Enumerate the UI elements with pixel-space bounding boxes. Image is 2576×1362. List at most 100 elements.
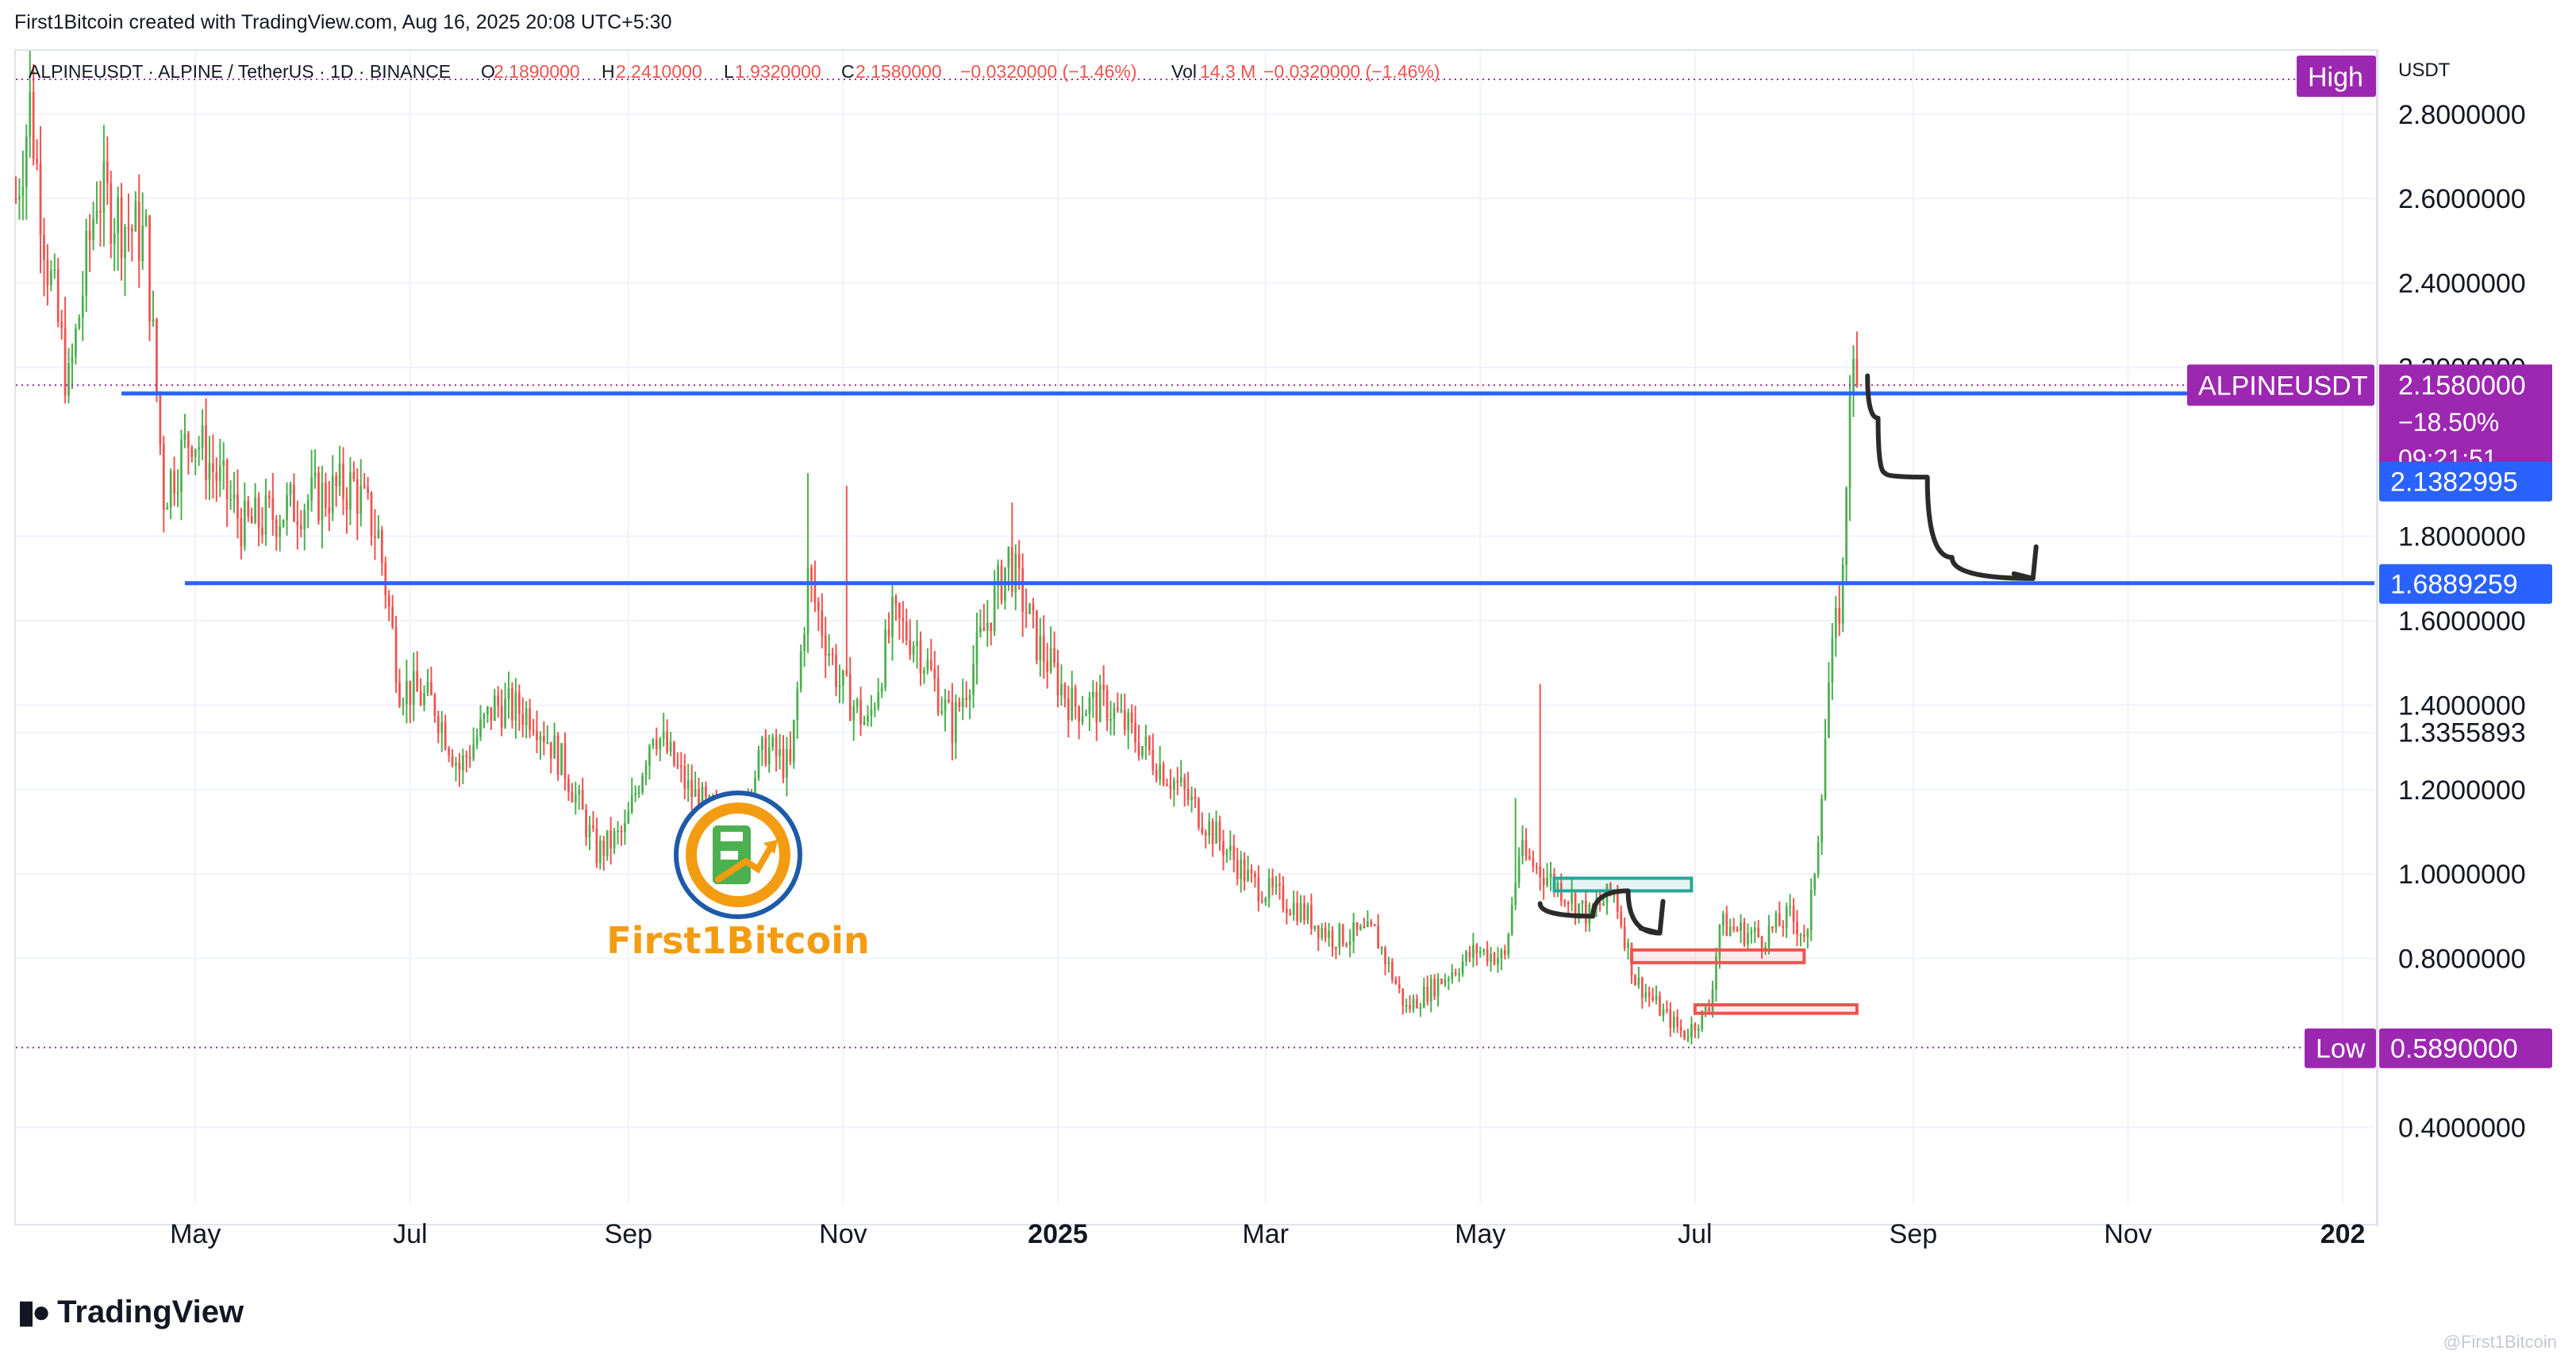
candle-body: [370, 492, 373, 537]
candle-body: [666, 731, 669, 752]
candle-body: [180, 440, 183, 492]
candle-body: [1201, 827, 1204, 833]
candle-body: [296, 521, 299, 525]
x-tick-label: Nov: [2104, 1219, 2151, 1249]
candle-body: [1398, 983, 1401, 989]
candle-body: [606, 830, 609, 856]
candle-body: [1176, 780, 1179, 783]
candle-body: [1475, 945, 1478, 954]
candle-body: [757, 749, 760, 779]
level-1-tag-bg: [2379, 461, 2552, 502]
candle-body: [1728, 926, 1732, 937]
candle-body: [1694, 1024, 1697, 1031]
candle-body: [166, 507, 169, 510]
candle-body: [75, 328, 77, 357]
candle-body: [652, 739, 655, 746]
candle-body: [1289, 913, 1292, 915]
annotation-zone: [1630, 948, 1806, 964]
candle-body: [419, 691, 422, 706]
candle-body: [571, 791, 574, 802]
candle-body: [1292, 902, 1295, 915]
candle-body: [1697, 1029, 1700, 1031]
candle-body: [786, 748, 788, 779]
candle-body: [581, 790, 584, 810]
legend-volume-change: −0.0320000 (−1.46%): [1263, 61, 1440, 82]
candle-body: [1571, 893, 1574, 904]
candle-body: [1634, 975, 1636, 986]
candle-body: [1134, 722, 1136, 743]
candle-body: [1620, 911, 1623, 926]
candle-body: [789, 748, 792, 762]
candle-body: [1363, 925, 1366, 928]
candle-body: [156, 319, 158, 394]
candle-body: [1732, 926, 1736, 929]
candle-body: [1838, 608, 1841, 624]
candle-body: [909, 640, 912, 655]
candle-body: [1778, 913, 1781, 926]
candle-body: [1067, 698, 1070, 720]
candle-body: [539, 736, 542, 741]
candle-body: [1585, 900, 1587, 924]
candle-body: [1123, 710, 1126, 730]
candle-body: [113, 233, 116, 244]
tradingview-logo[interactable]: ▮● TradingView: [17, 1294, 244, 1330]
y-tick-label: 1.2000000: [2398, 775, 2526, 806]
candle-body: [997, 565, 999, 587]
candle-body: [173, 471, 175, 494]
candle-body: [176, 491, 179, 494]
symbol-tag: ALPINEUSDT: [2198, 371, 2368, 402]
candle-body: [1686, 1037, 1690, 1039]
candle-body: [1796, 921, 1798, 935]
candle-body: [1799, 934, 1802, 937]
x-tick-label: Jul: [393, 1219, 427, 1249]
candle-body: [708, 795, 711, 798]
candle-body: [1039, 635, 1042, 661]
candle-body: [412, 671, 415, 706]
candle-body: [1218, 821, 1221, 841]
candle-body: [1521, 840, 1524, 856]
candle-body: [1451, 972, 1454, 979]
candle-body: [634, 793, 637, 795]
high-tag-bg: [2297, 56, 2376, 97]
candle-body: [1753, 927, 1756, 932]
candle-body: [1117, 707, 1119, 711]
candle-body: [313, 472, 317, 477]
candle-body: [517, 692, 521, 714]
candle-body: [1373, 925, 1376, 927]
candle-body: [102, 161, 106, 213]
candle-body: [965, 698, 968, 700]
x-tick-label: Mar: [1242, 1219, 1289, 1249]
candle-body: [306, 500, 310, 510]
candle-body: [944, 699, 947, 712]
candle-body: [1359, 925, 1362, 930]
candle-body: [1760, 937, 1763, 948]
candle-body: [141, 225, 144, 262]
candle-body: [475, 737, 479, 745]
candle-body: [409, 680, 412, 706]
candle-body: [1767, 926, 1771, 948]
candle-body: [367, 487, 369, 493]
candle-body: [556, 735, 559, 775]
candle-body: [490, 706, 493, 721]
candle-body: [81, 295, 84, 318]
candle-body: [1834, 608, 1837, 638]
candle-body: [423, 693, 425, 706]
candle-body: [1721, 914, 1724, 925]
candle-body: [803, 633, 805, 652]
candle-body: [855, 699, 859, 706]
candle-body: [1384, 948, 1386, 964]
candle-body: [257, 497, 260, 528]
candle-body: [310, 476, 313, 501]
candle-body: [433, 694, 436, 717]
candle-body: [835, 655, 837, 687]
axis-currency-label: USDT: [2398, 60, 2451, 81]
candle-body: [1627, 942, 1629, 948]
candle-body: [1640, 977, 1644, 998]
candle-body: [775, 737, 778, 756]
candle-body: [1493, 953, 1496, 964]
x-tick-label: 2025: [1028, 1219, 1088, 1249]
low-tag: Low: [2316, 1034, 2366, 1064]
candle-body: [929, 660, 932, 670]
candle-body: [1348, 941, 1351, 945]
